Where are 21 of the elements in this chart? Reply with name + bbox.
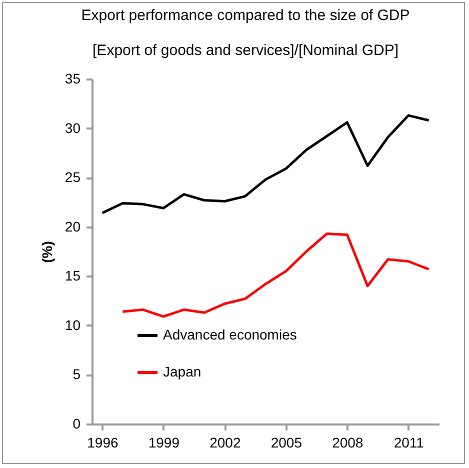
y-tick-label: 35 — [64, 70, 81, 86]
legend-label: Japan — [163, 364, 202, 380]
x-tick-label: 1996 — [87, 434, 118, 450]
x-tick-label: 2011 — [394, 434, 424, 450]
y-tick-label: 5 — [72, 366, 81, 382]
x-tick-label: 2002 — [210, 434, 241, 450]
x-tick-label: 2008 — [332, 434, 364, 450]
line-series — [121, 232, 430, 318]
y-axis-title: (%) — [38, 241, 55, 263]
line-series — [100, 114, 430, 214]
chart-title: Export performance compared to the size of GDP — [81, 7, 410, 24]
y-tick-label: 20 — [64, 218, 81, 234]
chart-subtitle: [Export of goods and services]/[Nominal GDP] — [92, 42, 398, 59]
y-tick-label: 10 — [64, 316, 81, 333]
x-tick-label: 1999 — [148, 434, 180, 450]
y-tick-label: 0 — [72, 416, 81, 432]
x-tick-label: 2005 — [270, 434, 302, 450]
legend-label: Advanced economies — [163, 326, 297, 342]
y-tick-label: 25 — [64, 169, 81, 186]
y-tick-label: 15 — [64, 268, 81, 284]
y-tick-label: 30 — [64, 120, 81, 136]
